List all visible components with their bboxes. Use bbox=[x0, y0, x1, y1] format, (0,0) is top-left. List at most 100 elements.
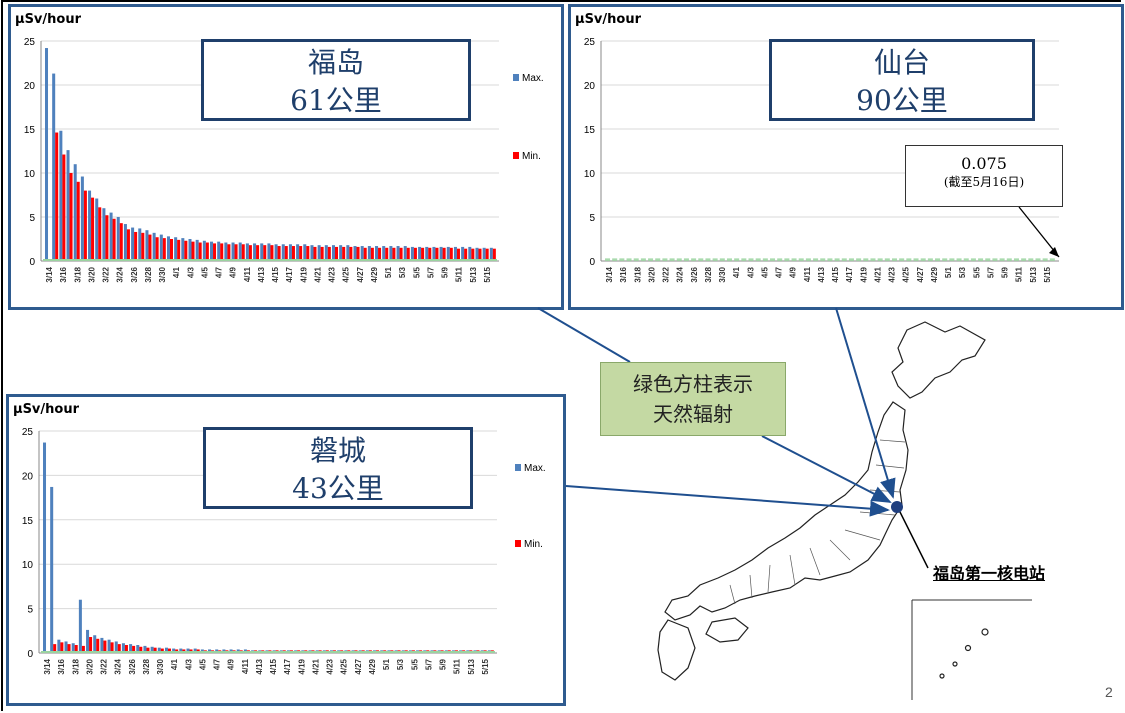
fukushima-max-bar bbox=[396, 246, 400, 261]
sendai-natural-bar bbox=[683, 258, 689, 261]
hokkaido-outline bbox=[891, 321, 986, 399]
fukushima-y-tick: 5 bbox=[29, 213, 35, 224]
sendai-natural-bar bbox=[748, 258, 754, 261]
fukushima-max-bar bbox=[403, 246, 407, 261]
fukushima-natural-baseline bbox=[43, 259, 497, 261]
iwaki-x-tick: 4/23 bbox=[326, 658, 335, 674]
fukushima-max-bar bbox=[453, 246, 457, 261]
fukushima-max-bar bbox=[73, 164, 77, 261]
fukushima-min-bar bbox=[105, 215, 109, 261]
fukushima-max-bar bbox=[145, 230, 149, 261]
fukushima-min-bar bbox=[313, 246, 317, 261]
sendai-x-tick: 4/17 bbox=[845, 266, 854, 282]
fukushima-max-bar bbox=[80, 176, 84, 261]
sendai-arrow bbox=[835, 307, 896, 499]
fukushima-min-bar bbox=[220, 243, 224, 261]
iwaki-x-tick: 5/7 bbox=[424, 658, 433, 670]
sendai-natural-bar bbox=[648, 258, 654, 261]
fukushima-x-tick: 5/1 bbox=[384, 266, 393, 278]
iwaki-min-bar bbox=[167, 648, 171, 653]
iwaki-x-tick: 5/9 bbox=[439, 658, 448, 670]
fukushima-min-bar bbox=[213, 243, 217, 261]
iwaki-max-bar bbox=[57, 639, 61, 653]
iwaki-min-bar bbox=[67, 644, 71, 653]
iwaki-max-bar bbox=[43, 442, 47, 653]
fukushima-max-bar bbox=[260, 243, 264, 261]
natural-note-line2: 天然辐射 bbox=[653, 402, 733, 426]
iwaki-x-tick: 4/11 bbox=[241, 658, 250, 674]
iwaki-max-bar bbox=[150, 646, 154, 653]
iwaki-max-bar bbox=[93, 635, 97, 653]
fukushima-y-tick: 25 bbox=[24, 37, 36, 48]
fukushima-max-bar bbox=[375, 246, 379, 261]
fukushima-min-bar bbox=[306, 246, 310, 261]
iwaki-x-tick: 5/3 bbox=[396, 658, 405, 670]
fukushima-max-bar bbox=[288, 244, 292, 261]
sendai-y-tick: 0 bbox=[589, 257, 595, 268]
sendai-x-tick: 5/5 bbox=[972, 266, 981, 278]
sendai-natural-bar bbox=[791, 258, 797, 261]
sendai-x-tick: 3/20 bbox=[647, 266, 656, 282]
fukushima-x-tick: 5/5 bbox=[412, 266, 421, 278]
iwaki-min-bar bbox=[117, 644, 121, 653]
iwaki-min-bar bbox=[89, 637, 93, 653]
sendai-natural-bar bbox=[1035, 258, 1041, 261]
fukushima-min-bar bbox=[69, 173, 73, 261]
sendai-x-tick: 3/22 bbox=[662, 266, 671, 282]
sendai-natural-bar bbox=[662, 258, 668, 261]
iwaki-natural-baseline bbox=[41, 651, 495, 653]
sendai-natural-bar bbox=[848, 258, 854, 261]
fukushima-min-bar bbox=[363, 247, 367, 261]
fukushima-max-bar bbox=[152, 232, 156, 261]
fukushima-y-tick: 15 bbox=[24, 125, 36, 136]
sendai-unit-label: μSv/hour bbox=[575, 12, 642, 27]
iwaki-y-tick: 20 bbox=[22, 471, 34, 482]
iwaki-max-bar bbox=[157, 647, 161, 653]
sendai-x-tick: 5/13 bbox=[1029, 266, 1038, 282]
fukushima-max-bar bbox=[166, 236, 170, 261]
iwaki-min-bar bbox=[74, 645, 78, 653]
fukushima-max-bar bbox=[159, 234, 163, 261]
sendai-x-tick: 4/15 bbox=[831, 266, 840, 282]
fukushima-min-bar bbox=[291, 246, 295, 261]
sendai-natural-bar bbox=[870, 258, 876, 261]
fukushima-min-bar bbox=[148, 234, 152, 261]
fukushima-x-tick: 5/3 bbox=[398, 266, 407, 278]
sendai-x-tick: 4/19 bbox=[859, 266, 868, 282]
sendai-annotation-arrow bbox=[1018, 206, 1060, 258]
iwaki-min-bar bbox=[124, 645, 128, 653]
iwaki-min-bar bbox=[146, 647, 150, 653]
fukushima-x-tick: 4/27 bbox=[356, 266, 365, 282]
iwaki-x-tick: 3/26 bbox=[128, 658, 137, 674]
fukushima-x-tick: 4/19 bbox=[299, 266, 308, 282]
fukushima-min-bar bbox=[277, 246, 281, 261]
fukushima-max-bar bbox=[195, 239, 199, 261]
iwaki-x-tick: 4/25 bbox=[340, 658, 349, 674]
sendai-x-tick: 4/9 bbox=[789, 266, 798, 278]
fukushima-x-tick: 4/7 bbox=[215, 266, 224, 278]
fukushima-min-bar bbox=[456, 248, 460, 261]
fukushima-min-bar bbox=[155, 237, 159, 261]
sendai-natural-bar bbox=[985, 258, 991, 261]
fukushima-x-tick: 4/15 bbox=[271, 266, 280, 282]
sendai-natural-bar bbox=[698, 258, 704, 261]
iwaki-min-bar bbox=[53, 644, 57, 653]
iwaki-arrow bbox=[565, 485, 890, 517]
sendai-natural-bar bbox=[1006, 258, 1012, 261]
iwaki-x-tick: 5/13 bbox=[467, 658, 476, 674]
fukushima-min-bar bbox=[284, 246, 288, 261]
sendai-natural-bar bbox=[949, 258, 955, 261]
sendai-natural-bar bbox=[1013, 258, 1019, 261]
iwaki-x-tick: 3/18 bbox=[71, 658, 80, 674]
sendai-x-tick: 3/14 bbox=[605, 266, 614, 282]
sendai-y-tick: 10 bbox=[584, 169, 596, 180]
fukushima-min-bar bbox=[428, 247, 432, 261]
sendai-x-tick: 3/16 bbox=[619, 266, 628, 282]
sendai-natural-bar bbox=[726, 258, 732, 261]
iwaki-legend-swatch bbox=[515, 464, 521, 471]
iwaki-x-tick: 4/29 bbox=[368, 658, 377, 674]
okinawa-island-1 bbox=[981, 628, 989, 636]
iwaki-x-tick: 4/3 bbox=[184, 658, 193, 670]
fukushima-min-bar bbox=[385, 247, 389, 261]
iwaki-x-tick: 4/19 bbox=[297, 658, 306, 674]
